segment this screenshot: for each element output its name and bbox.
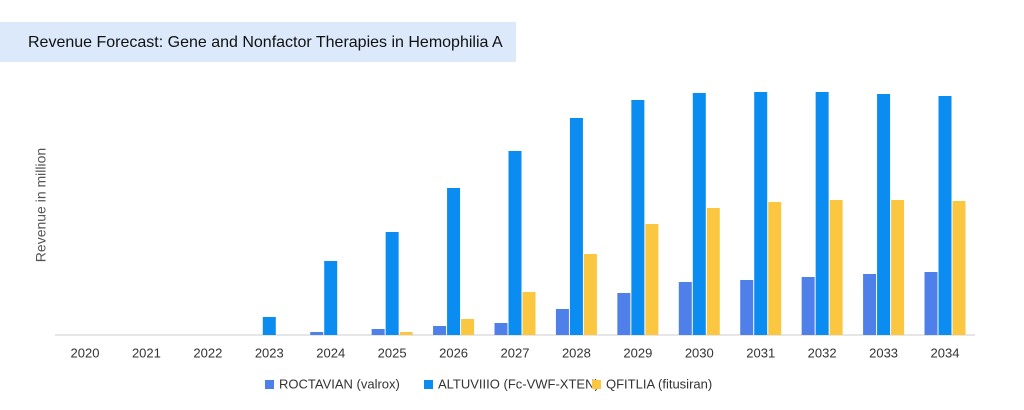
chart-title: Revenue Forecast: Gene and Nonfactor The… bbox=[28, 34, 503, 51]
bar bbox=[829, 200, 843, 335]
bar bbox=[740, 280, 754, 335]
bar bbox=[754, 92, 768, 335]
bar bbox=[768, 202, 782, 335]
bar bbox=[815, 92, 829, 335]
bar bbox=[569, 118, 583, 335]
x-tick-label: 2024 bbox=[316, 345, 345, 360]
bar bbox=[877, 94, 891, 335]
legend-swatch bbox=[592, 380, 601, 389]
x-tick-label: 2034 bbox=[931, 345, 960, 360]
bar bbox=[631, 100, 645, 335]
bar bbox=[447, 188, 461, 335]
bar bbox=[617, 293, 631, 335]
bar bbox=[952, 201, 966, 335]
x-tick-label: 2026 bbox=[439, 345, 468, 360]
bar bbox=[262, 317, 276, 335]
legend-label: QFITLIA (fitusiran) bbox=[606, 376, 712, 391]
x-tick-label: 2027 bbox=[501, 345, 530, 360]
legend-label: ALTUVIIIO (Fc-VWF-XTEN) bbox=[438, 376, 599, 391]
x-tick-label: 2022 bbox=[193, 345, 222, 360]
bar bbox=[891, 200, 905, 335]
y-axis-label: Revenue in million bbox=[33, 148, 49, 262]
x-tick-label: 2023 bbox=[255, 345, 284, 360]
title-box bbox=[0, 22, 516, 62]
bar bbox=[863, 274, 877, 335]
bar bbox=[522, 292, 536, 335]
bar bbox=[583, 254, 597, 335]
x-tick-label: 2028 bbox=[562, 345, 591, 360]
legend-label: ROCTAVIAN (valrox) bbox=[279, 376, 400, 391]
bar bbox=[310, 332, 324, 335]
x-tick-label: 2031 bbox=[746, 345, 775, 360]
bar bbox=[494, 323, 508, 335]
bar bbox=[678, 282, 692, 335]
x-tick-label: 2025 bbox=[378, 345, 407, 360]
bar bbox=[385, 232, 399, 335]
x-tick-label: 2030 bbox=[685, 345, 714, 360]
bar bbox=[555, 309, 569, 335]
bar bbox=[801, 277, 815, 335]
bar bbox=[508, 151, 522, 335]
bar bbox=[645, 224, 659, 335]
bar bbox=[461, 319, 475, 335]
x-tick-label: 2033 bbox=[869, 345, 898, 360]
legend-swatch bbox=[265, 380, 274, 389]
bar bbox=[433, 326, 447, 335]
x-tick-label: 2021 bbox=[132, 345, 161, 360]
bar bbox=[924, 272, 938, 335]
bar bbox=[399, 332, 413, 335]
x-tick-label: 2032 bbox=[808, 345, 837, 360]
bar bbox=[706, 208, 720, 335]
bar bbox=[324, 261, 338, 335]
bar bbox=[371, 329, 385, 335]
x-tick-label: 2029 bbox=[623, 345, 652, 360]
legend-swatch bbox=[424, 380, 433, 389]
bar bbox=[938, 96, 952, 335]
x-tick-label: 2020 bbox=[71, 345, 100, 360]
bar bbox=[692, 93, 706, 335]
